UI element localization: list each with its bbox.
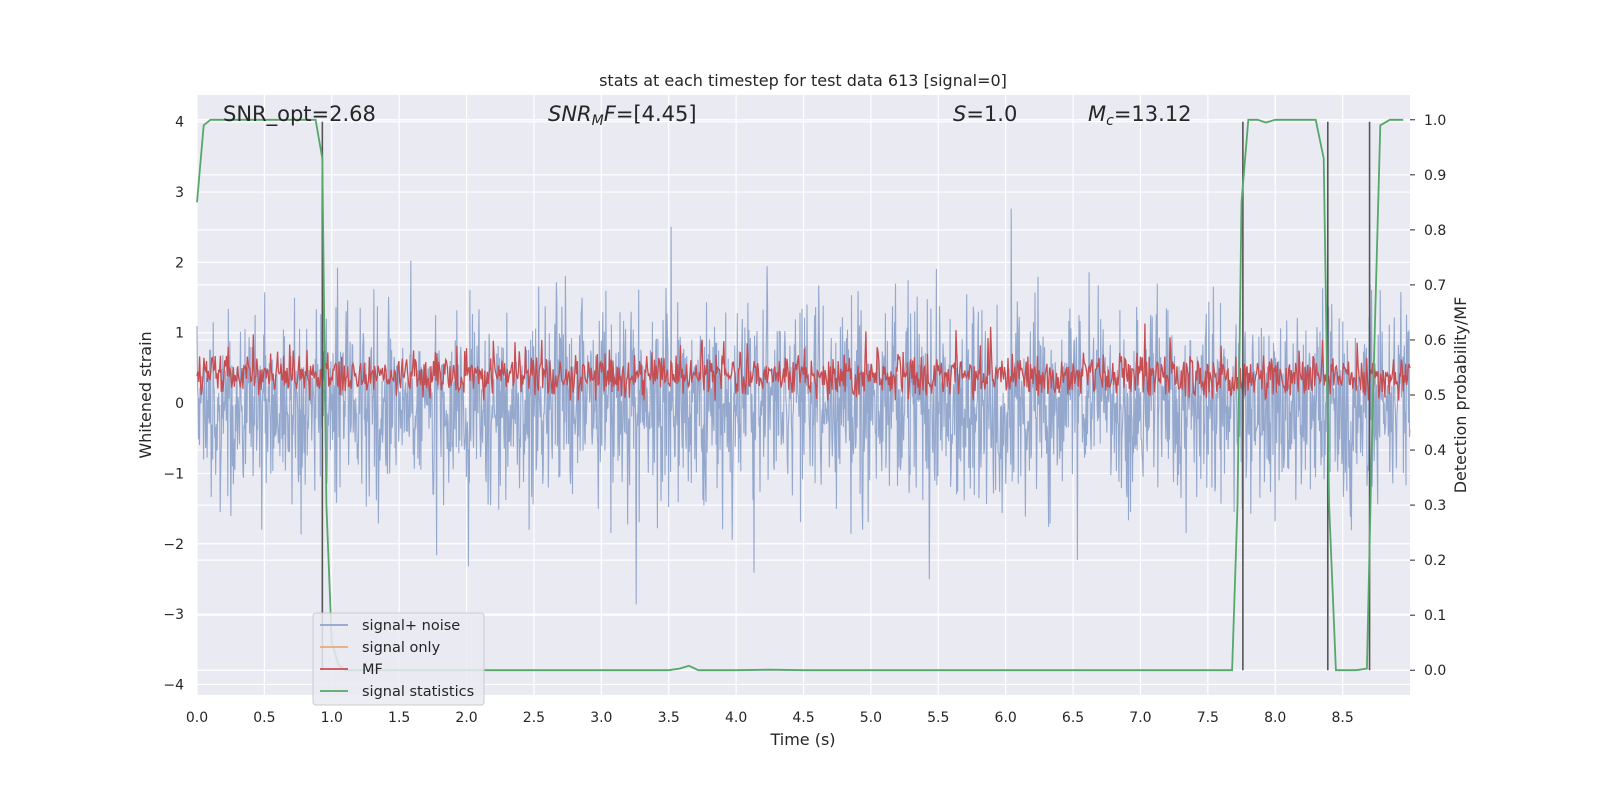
y-tick-label: 3 [175, 185, 184, 201]
y-right-tick-label: 0.3 [1424, 498, 1446, 514]
y-tick-label: −3 [163, 607, 184, 623]
y-tick-label: −1 [163, 466, 184, 482]
x-tick-label: 4.5 [792, 710, 814, 726]
chart-title: stats at each timestep for test data 613… [599, 71, 1007, 90]
legend-label-noise: signal+ noise [362, 618, 460, 634]
x-tick-label: 4.0 [725, 710, 747, 726]
x-tick-label: 1.5 [388, 710, 410, 726]
x-tick-label: 1.0 [321, 710, 343, 726]
x-tick-label: 2.5 [523, 710, 545, 726]
annotation-snr-mf: SNRMF=[4.45] [548, 102, 697, 129]
x-tick-label: 8.5 [1331, 710, 1353, 726]
y-tick-label: −4 [163, 677, 184, 693]
annotation-mc: Mc=13.12 [1088, 102, 1192, 129]
legend-box [312, 612, 485, 706]
x-tick-label: 6.5 [1062, 710, 1084, 726]
x-tick-label: 0.5 [253, 710, 275, 726]
legend-label-stat: signal statistics [362, 684, 474, 700]
signal-statistics-line [196, 118, 1404, 672]
annotation-snr-opt: SNR_opt=2.68 [223, 102, 376, 127]
legend-label-signal: signal only [362, 640, 441, 656]
mf-series [196, 323, 1411, 401]
x-tick-label: 2.0 [455, 710, 477, 726]
signal-statistics-series [196, 118, 1404, 672]
y-tick-label: 1 [175, 326, 184, 342]
y-tick-label: 4 [175, 115, 184, 131]
y-right-tick-label: 0.2 [1424, 553, 1446, 569]
y-right-tick-label: 0.4 [1424, 443, 1446, 459]
y-right-tick-label: 0.6 [1424, 333, 1446, 349]
y-right-tick-label: 0.1 [1424, 608, 1446, 624]
x-tick-label: 3.0 [590, 710, 612, 726]
x-tick-label: 3.5 [658, 710, 680, 726]
y-tick-label: 0 [175, 396, 184, 412]
y-right-tick-label: 0.8 [1424, 223, 1446, 239]
y-right-tick-label: 0.5 [1424, 388, 1446, 404]
x-tick-label: 5.5 [927, 710, 949, 726]
x-tick-label: 0.0 [186, 710, 208, 726]
y-tick-label: −2 [163, 537, 184, 553]
y-right-tick-label: 0.9 [1424, 168, 1446, 184]
legend-label-mf: MF [362, 662, 383, 678]
tick-labels: 0.0 0.5 1.0 1.5 2.0 2.5 3.0 3.5 4.0 4.5 5.0 5.5 6.0 6… [163, 113, 1446, 726]
x-tick-label: 7.0 [1129, 710, 1151, 726]
y-right-tick-label: 0.0 [1424, 663, 1446, 679]
y-right-tick-label: 0.7 [1424, 278, 1446, 294]
x-tick-label: 7.5 [1197, 710, 1219, 726]
y-tick-label: 2 [175, 255, 184, 271]
legend: signal+ noise signal only MF signal stat… [312, 612, 485, 706]
x-tick-label: 5.0 [860, 710, 882, 726]
x-axis-label: Time (s) [769, 730, 835, 749]
y-right-tick-label: 1.0 [1424, 113, 1446, 129]
y-axis-label-right: Detection probability/MF [1451, 297, 1470, 494]
y-axis-label: Whitened strain [136, 331, 155, 458]
mf-line [196, 323, 1411, 401]
x-tick-label: 8.0 [1264, 710, 1286, 726]
x-tick-label: 6.0 [995, 710, 1017, 726]
annotation-s: S=1.0 [953, 102, 1017, 126]
